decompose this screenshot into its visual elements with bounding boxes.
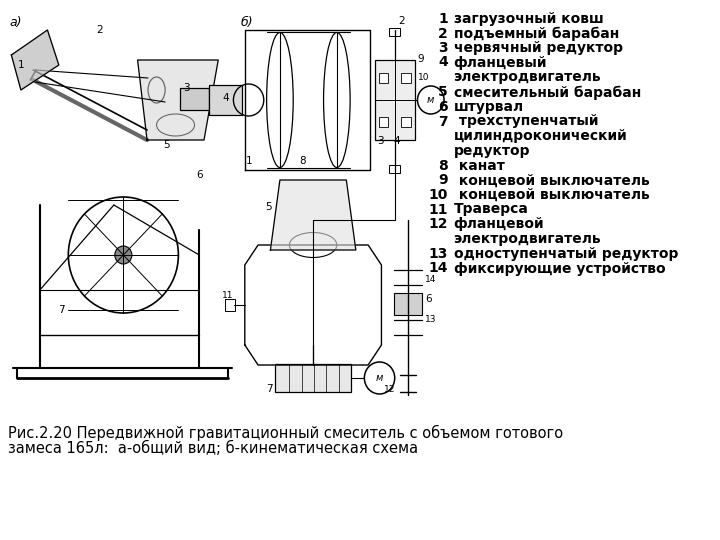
- Text: 2: 2: [398, 16, 405, 26]
- Text: м: м: [376, 373, 383, 383]
- Text: 5: 5: [438, 85, 448, 99]
- Bar: [401, 73, 411, 83]
- Text: 13: 13: [428, 247, 448, 261]
- Text: штурвал: штурвал: [454, 100, 523, 114]
- Text: 10: 10: [428, 188, 448, 202]
- Text: редуктор: редуктор: [454, 144, 530, 158]
- Text: одноступенчатый редуктор: одноступенчатый редуктор: [454, 247, 678, 261]
- Circle shape: [114, 246, 132, 264]
- Text: 6: 6: [196, 170, 202, 180]
- Text: фланцевый: фланцевый: [454, 56, 547, 70]
- Text: 11: 11: [222, 291, 233, 300]
- Bar: [379, 73, 388, 83]
- Text: 1: 1: [17, 60, 24, 70]
- Text: 9: 9: [418, 54, 424, 64]
- Text: подъемный барабан: подъемный барабан: [454, 26, 618, 41]
- Text: 5: 5: [163, 140, 169, 150]
- Text: 9: 9: [438, 173, 448, 187]
- Text: 3: 3: [183, 83, 189, 93]
- Text: 14: 14: [428, 261, 448, 275]
- Text: 14: 14: [425, 275, 436, 284]
- Text: фиксирующие устройство: фиксирующие устройство: [454, 261, 665, 275]
- Text: 12: 12: [384, 385, 396, 394]
- Bar: [375, 60, 415, 140]
- Text: 8: 8: [438, 159, 448, 173]
- Text: 13: 13: [425, 315, 436, 324]
- Text: 12: 12: [428, 217, 448, 231]
- Text: м: м: [427, 95, 434, 105]
- Text: 5: 5: [265, 202, 271, 212]
- Text: 1: 1: [438, 12, 448, 26]
- Text: 8: 8: [299, 156, 305, 166]
- Polygon shape: [12, 30, 59, 90]
- Text: 4: 4: [438, 56, 448, 70]
- Text: электродвигатель: электродвигатель: [454, 232, 601, 246]
- Text: б): б): [241, 16, 253, 29]
- Text: концевой выключатель: концевой выключатель: [454, 188, 649, 202]
- Polygon shape: [271, 180, 356, 250]
- Text: 11: 11: [428, 202, 448, 217]
- Text: червячный редуктор: червячный редуктор: [454, 41, 623, 55]
- Text: 6: 6: [438, 100, 448, 114]
- Text: 2: 2: [96, 25, 103, 35]
- Bar: [225, 299, 235, 311]
- Text: фланцевой: фланцевой: [454, 217, 544, 231]
- Bar: [180, 88, 209, 110]
- Text: Рис.2.20 Передвижной гравитационный смеситель с объемом готового: Рис.2.20 Передвижной гравитационный смес…: [8, 425, 563, 441]
- Text: 4: 4: [222, 93, 229, 103]
- Text: загрузочный ковш: загрузочный ковш: [454, 12, 603, 26]
- Text: 4: 4: [394, 136, 400, 146]
- Text: 7: 7: [266, 384, 272, 394]
- Text: замеса 165л:  а-общий вид; б-кинематическая схема: замеса 165л: а-общий вид; б-кинематическ…: [8, 441, 418, 456]
- Text: канат: канат: [454, 159, 505, 173]
- Text: смесительный барабан: смесительный барабан: [454, 85, 641, 100]
- Text: электродвигатель: электродвигатель: [454, 70, 601, 84]
- Bar: [389, 28, 400, 36]
- Bar: [394, 293, 422, 315]
- Bar: [389, 165, 400, 173]
- Text: 7: 7: [58, 305, 65, 315]
- Text: трехступенчатый: трехступенчатый: [454, 114, 598, 129]
- Text: а): а): [9, 16, 22, 29]
- Bar: [209, 85, 242, 115]
- Bar: [275, 364, 351, 392]
- Polygon shape: [138, 60, 218, 140]
- Text: Траверса: Траверса: [454, 202, 528, 217]
- Text: цилиндроконический: цилиндроконический: [454, 129, 627, 143]
- Bar: [401, 117, 411, 127]
- Text: 2: 2: [438, 26, 448, 40]
- Text: 1: 1: [246, 156, 253, 166]
- Text: концевой выключатель: концевой выключатель: [454, 173, 649, 187]
- Bar: [307, 364, 319, 372]
- Text: 3: 3: [438, 41, 448, 55]
- Text: 10: 10: [418, 73, 429, 82]
- Text: 3: 3: [377, 136, 383, 146]
- Bar: [379, 117, 388, 127]
- Text: 6: 6: [425, 294, 432, 304]
- Text: 7: 7: [438, 114, 448, 129]
